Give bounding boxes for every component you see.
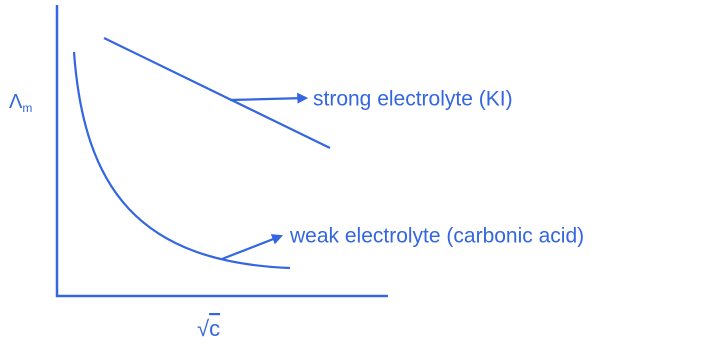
y-axis-label: Λm	[9, 91, 32, 115]
arrow	[221, 234, 284, 261]
symbol: Λ	[9, 91, 23, 113]
strong-electrolyte-line	[103, 37, 331, 149]
annotation: strong electrolyte (KI)	[313, 88, 513, 111]
subscript: m	[22, 101, 32, 115]
radical: √	[197, 316, 210, 341]
symbol: c	[209, 316, 220, 341]
x-axis-label: √c	[197, 316, 220, 341]
arrow	[229, 92, 309, 104]
annotation: weak electrolyte (carbonic acid)	[289, 225, 584, 248]
weak-electrolyte-curve	[72, 51, 291, 270]
